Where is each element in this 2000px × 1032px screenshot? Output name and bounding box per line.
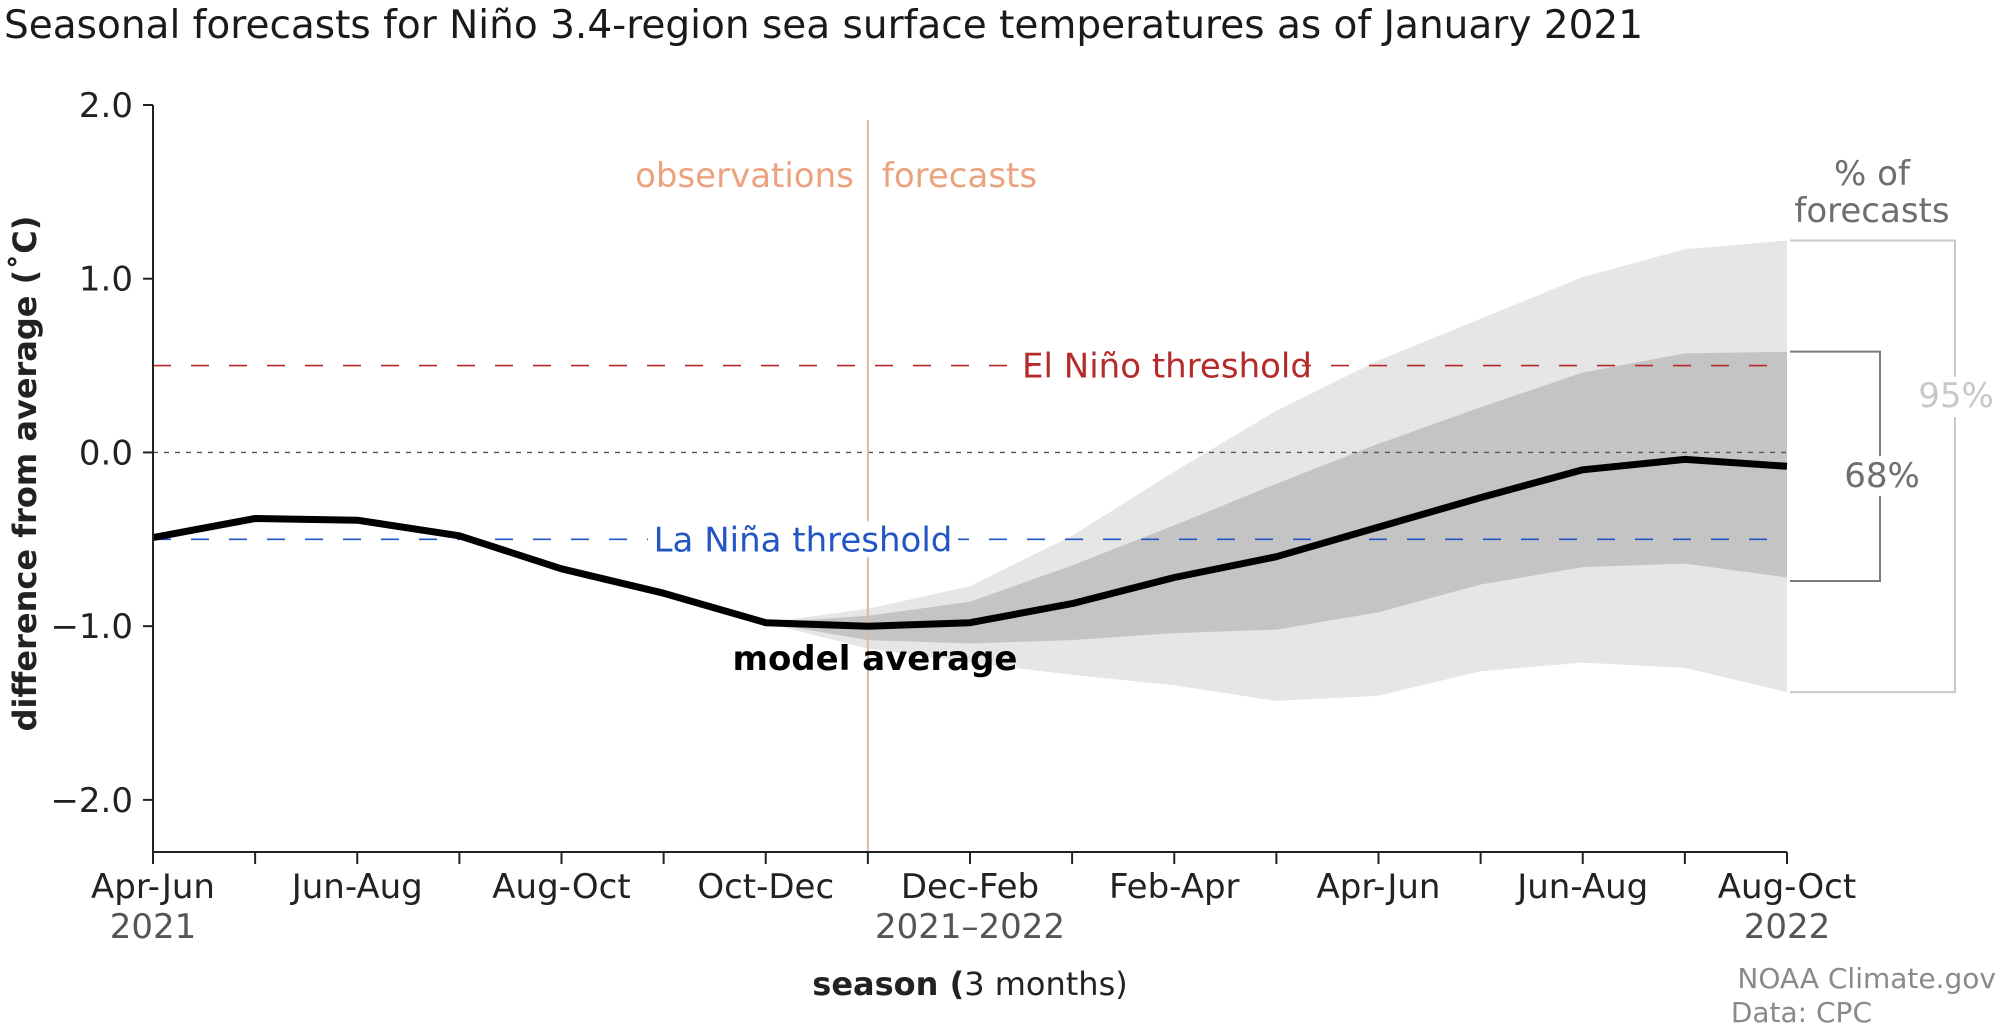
percent-of-label-line1: % of bbox=[1834, 154, 1911, 194]
el-nino-threshold-label: El Niño threshold bbox=[1022, 347, 1312, 387]
y-axis-label: difference from average (˚C) bbox=[6, 216, 44, 732]
x-tick-label: Feb-Apr bbox=[1109, 867, 1240, 907]
la-nina-label-background bbox=[648, 521, 958, 558]
x-tick-year-label: 2022 bbox=[1744, 907, 1831, 947]
credit-noaa: NOAA Climate.gov bbox=[1737, 962, 1996, 995]
y-tick-label: 2.0 bbox=[79, 86, 133, 126]
x-tick-label: Jun-Aug bbox=[290, 867, 423, 907]
y-tick-label: −2.0 bbox=[50, 781, 133, 821]
x-tick-label: Apr-Jun bbox=[1317, 867, 1441, 907]
percent-of-forecasts-legend: % of forecasts 95% 68% bbox=[1790, 154, 1994, 694]
observations-label: observations bbox=[635, 156, 854, 196]
credit-data-source: Data: CPC bbox=[1731, 996, 1872, 1029]
el-nino-label-background bbox=[1032, 347, 1302, 384]
x-axis-label-rest: 3 months) bbox=[964, 965, 1128, 1003]
la-nina-threshold-label: La Niña threshold bbox=[654, 520, 953, 560]
forecasts-label: forecasts bbox=[882, 156, 1037, 196]
x-tick-label: Dec-Feb bbox=[901, 867, 1039, 907]
x-tick-label: Aug-Oct bbox=[492, 867, 630, 907]
x-tick-label: Oct-Dec bbox=[697, 867, 834, 907]
y-tick-label: 1.0 bbox=[79, 260, 133, 300]
bracket-95-percent bbox=[1790, 239, 1956, 694]
y-tick-label: 0.0 bbox=[79, 433, 133, 473]
x-tick-label: Aug-Oct bbox=[1718, 867, 1856, 907]
y-axis: 2.0 1.0 0.0 −1.0 −2.0 bbox=[50, 86, 154, 852]
x-axis-label: season (3 months) bbox=[812, 965, 1127, 1003]
chart-title: Seasonal forecasts for Niño 3.4-region s… bbox=[4, 3, 1643, 48]
band-68-percent bbox=[765, 351, 1787, 644]
pct-95-label: 95% bbox=[1918, 376, 1994, 416]
y-tick-label: −1.0 bbox=[50, 607, 133, 647]
model-average-line bbox=[152, 455, 1788, 630]
x-axis-label-bold: season ( bbox=[812, 965, 964, 1003]
pct-95-label-background bbox=[1922, 377, 1994, 417]
x-tick-label: Apr-Jun bbox=[91, 867, 215, 907]
x-tick-label: Jun-Aug bbox=[1515, 867, 1648, 907]
x-tick-year-label: 2021 bbox=[110, 907, 197, 947]
pct-68-label: 68% bbox=[1844, 456, 1920, 496]
pct-68-label-background bbox=[1846, 456, 1918, 496]
percent-of-label-line2: forecasts bbox=[1794, 191, 1949, 231]
model-average-label: model average bbox=[733, 639, 1018, 679]
x-tick-year-label: 2021–2022 bbox=[875, 907, 1065, 947]
